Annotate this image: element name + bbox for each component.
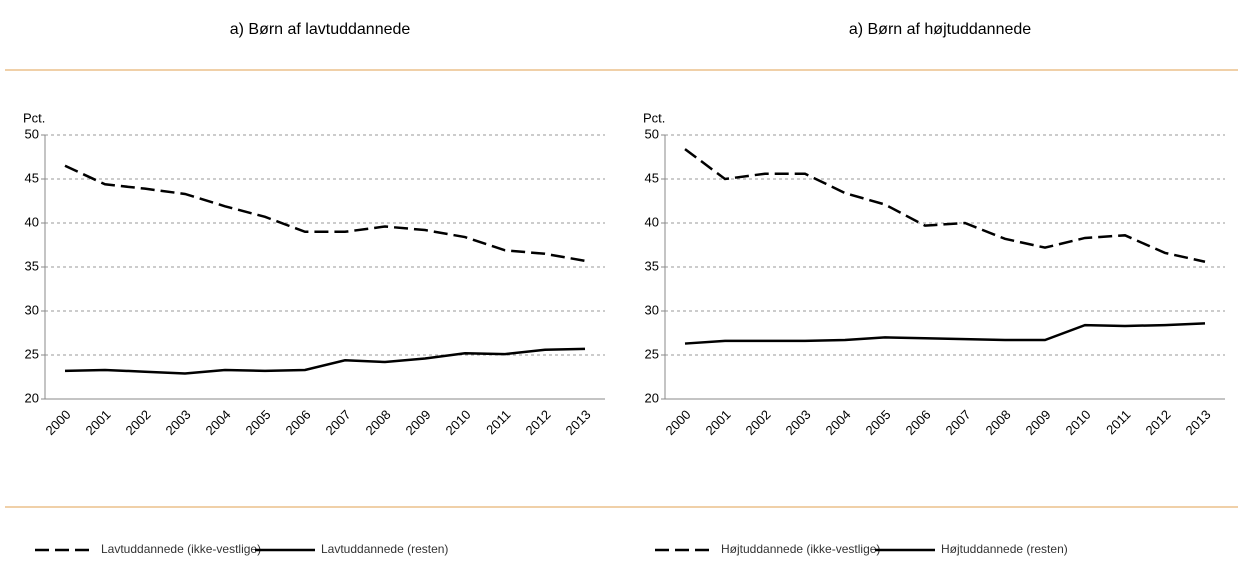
- legend-label: Lavtuddannede (resten): [321, 542, 448, 556]
- x-tick-label: 2008: [362, 407, 393, 438]
- chart-title: a) Børn af højtuddannede: [849, 21, 1031, 38]
- x-tick-label: 2000: [42, 407, 73, 438]
- y-tick-label: 20: [25, 390, 39, 405]
- y-tick-label: 35: [645, 258, 659, 273]
- x-tick-label: 2005: [862, 407, 893, 438]
- y-axis-label: Pct.: [23, 110, 45, 125]
- x-tick-label: 2011: [1103, 407, 1133, 437]
- x-tick-label: 2009: [402, 407, 433, 438]
- x-tick-label: 2011: [483, 407, 513, 437]
- x-tick-label: 2008: [982, 407, 1013, 438]
- x-tick-label: 2007: [322, 407, 353, 438]
- x-tick-label: 2004: [202, 407, 233, 438]
- y-tick-label: 30: [25, 302, 39, 317]
- x-tick-label: 2007: [942, 407, 973, 438]
- x-tick-label: 2002: [122, 407, 153, 438]
- y-tick-label: 40: [25, 214, 39, 229]
- line: [64, 164, 586, 263]
- y-tick-label: 30: [645, 302, 659, 317]
- x-tick-label: 2010: [442, 407, 473, 438]
- x-tick-label: 2010: [1062, 407, 1093, 438]
- x-tick-label: 2001: [82, 407, 113, 438]
- x-tick-label: 2002: [742, 407, 773, 438]
- legend-label: Højtuddannede (resten): [941, 542, 1068, 556]
- y-tick-label: 25: [25, 346, 39, 361]
- x-tick-label: 2000: [662, 407, 693, 438]
- y-tick-label: 40: [645, 214, 659, 229]
- y-tick-label: 50: [25, 126, 39, 141]
- chart-title: a) Børn af lavtuddannede: [230, 21, 411, 38]
- y-tick-label: 35: [25, 258, 39, 273]
- x-tick-label: 2003: [162, 407, 193, 438]
- line: [684, 148, 1206, 263]
- x-tick-label: 2006: [902, 407, 933, 438]
- x-tick-label: 2001: [702, 407, 733, 438]
- x-tick-label: 2012: [1142, 407, 1173, 438]
- legend-label: Lavtuddannede (ikke-vestlige): [101, 542, 261, 556]
- y-tick-label: 20: [645, 390, 659, 405]
- x-tick-label: 2013: [1182, 407, 1213, 438]
- x-tick-label: 2009: [1022, 407, 1053, 438]
- line: [684, 322, 1206, 345]
- x-tick-label: 2004: [822, 407, 853, 438]
- x-tick-label: 2006: [282, 407, 313, 438]
- x-tick-label: 2005: [242, 407, 273, 438]
- x-tick-label: 2012: [522, 407, 553, 438]
- y-tick-label: 50: [645, 126, 659, 141]
- y-axis-label: Pct.: [643, 110, 665, 125]
- x-tick-label: 2013: [562, 407, 593, 438]
- legend-label: Højtuddannede (ikke-vestlige): [721, 542, 880, 556]
- y-tick-label: 25: [645, 346, 659, 361]
- y-tick-label: 45: [645, 170, 659, 185]
- x-tick-label: 2003: [782, 407, 813, 438]
- y-tick-label: 45: [25, 170, 39, 185]
- line: [64, 347, 586, 375]
